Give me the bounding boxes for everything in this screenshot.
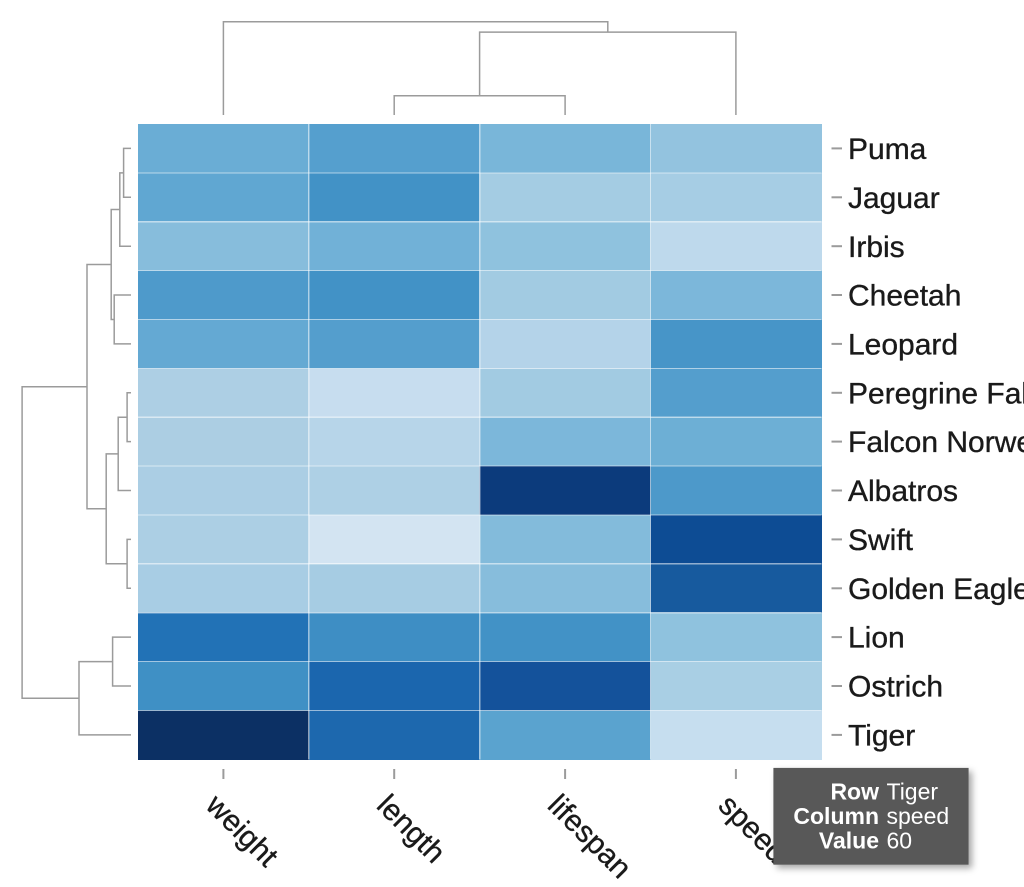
svg-text:Row: Row (830, 779, 879, 805)
svg-text:Swift: Swift (848, 524, 914, 557)
svg-text:Golden Eagle: Golden Eagle (848, 573, 1024, 606)
svg-text:Irbis: Irbis (848, 231, 905, 264)
svg-text:60: 60 (887, 828, 913, 854)
svg-text:length: length (370, 789, 451, 870)
svg-text:Falcon Norwegian: Falcon Norwegian (848, 426, 1024, 459)
svg-text:speed: speed (887, 803, 950, 829)
svg-text:Albatros: Albatros (848, 475, 958, 508)
svg-text:weight: weight (199, 788, 285, 874)
svg-text:Tiger: Tiger (848, 720, 915, 753)
svg-text:Tiger: Tiger (887, 779, 939, 805)
svg-text:Leopard: Leopard (848, 329, 958, 362)
svg-text:Jaguar: Jaguar (848, 182, 940, 215)
svg-text:Ostrich: Ostrich (848, 671, 943, 704)
svg-text:Column: Column (793, 803, 879, 829)
svg-text:Puma: Puma (848, 133, 927, 166)
svg-text:Cheetah: Cheetah (848, 280, 961, 313)
svg-text:Lion: Lion (848, 622, 905, 655)
svg-text:Peregrine Falcon: Peregrine Falcon (848, 377, 1024, 410)
svg-text:lifespan: lifespan (541, 789, 637, 885)
svg-text:Value: Value (819, 828, 879, 854)
